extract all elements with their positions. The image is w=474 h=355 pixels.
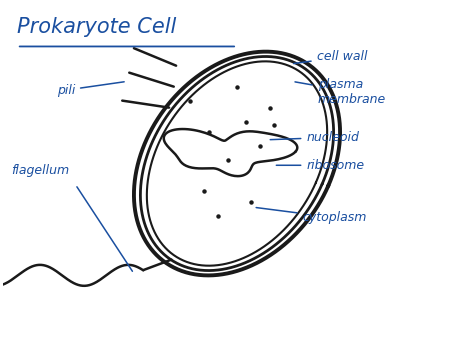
Text: plasma
membrane: plasma membrane bbox=[295, 78, 386, 106]
Text: ribosome: ribosome bbox=[276, 159, 365, 172]
Text: nucleoid: nucleoid bbox=[270, 131, 359, 144]
Text: cell wall: cell wall bbox=[293, 50, 367, 64]
Text: pili: pili bbox=[57, 82, 124, 97]
Text: flagellum: flagellum bbox=[11, 164, 69, 177]
Text: cytoplasm: cytoplasm bbox=[256, 208, 367, 224]
Text: Prokaryote Cell: Prokaryote Cell bbox=[17, 17, 176, 37]
